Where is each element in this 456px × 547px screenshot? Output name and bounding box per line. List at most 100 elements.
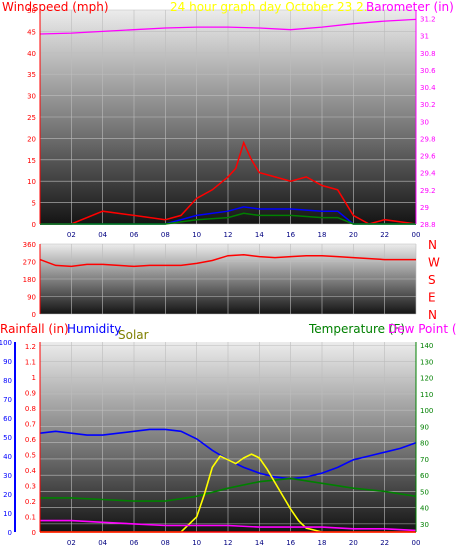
wind-series-line [40, 140, 417, 225]
temperature-tick-label: 30 [420, 521, 429, 529]
wind-x-tick-label: 16 [286, 231, 295, 239]
humidity-tick-label: 90 [3, 358, 12, 366]
rainfall-tick-label: 0.7 [25, 420, 36, 428]
humidity-tick-label: 50 [3, 434, 12, 442]
rainfall-tick-label: 0.8 [25, 405, 36, 413]
rainfall-tick-label: 0.6 [25, 436, 37, 444]
temperature-axis-ticks: 30 40 50 60 70 80 90 100 110 120 130 140 [415, 342, 433, 532]
wind-x-tick-label: 14 [255, 231, 264, 239]
windspeed-tick-label: 10 [27, 178, 36, 186]
barometer-tick-label: 30.6 [420, 67, 436, 75]
direction-degree-label: 180 [23, 276, 36, 284]
direction-degree-label: 90 [27, 294, 36, 302]
barometer-tick-label: 29.2 [420, 187, 436, 195]
rain-x-tick-label: 12 [224, 539, 233, 547]
barometer-tick-label: 30.4 [420, 84, 436, 92]
rain-x-tick-label: 00 [412, 539, 421, 547]
rain-x-tick-label: 18 [318, 539, 327, 547]
rainfall-axis-label: Rainfall (in) [0, 322, 69, 336]
barometer-axis-label: Barometer (in) [366, 0, 454, 14]
humidity-tick-label: 30 [3, 472, 12, 480]
direction-degree-label: 270 [23, 259, 36, 267]
rain-series-line [40, 519, 417, 532]
temperature-tick-label: 40 [420, 505, 429, 513]
humidity-axis-ticks: 0 10 20 30 40 50 60 70 80 90 100 [0, 339, 16, 537]
temperature-tick-label: 80 [420, 440, 429, 448]
wind-x-axis-ticks: 02 04 06 08 10 12 14 16 18 20 22 00 [67, 231, 421, 239]
rainfall-tick-label: 0 [32, 529, 36, 537]
rain-x-tick-label: 04 [98, 539, 107, 547]
temperature-tick-label: 120 [420, 375, 433, 383]
wind-x-tick-label: 20 [349, 231, 358, 239]
chart-title: 24 hour graph day October 23 2... [170, 0, 376, 14]
solar-axis-label: Solar [118, 328, 149, 342]
rain-x-tick-label: 16 [286, 539, 295, 547]
rain-x-tick-label: 02 [67, 539, 76, 547]
temperature-tick-label: 90 [420, 423, 429, 431]
wind-series-line [39, 18, 417, 35]
rainfall-tick-label: 0.1 [25, 513, 36, 521]
rain-x-tick-label: 14 [255, 539, 264, 547]
temperature-tick-label: 50 [420, 488, 429, 496]
humidity-tick-label: 60 [3, 415, 12, 423]
rainfall-tick-label: 1 [32, 374, 36, 382]
wind-grid [39, 9, 417, 225]
barometer-tick-label: 30.2 [420, 101, 436, 109]
windspeed-tick-label: 30 [27, 93, 36, 101]
rainfall-tick-label: 0.3 [25, 482, 36, 490]
rain-series-line [40, 453, 416, 533]
wind-series-line [40, 206, 416, 225]
direction-series-line [39, 253, 416, 268]
humidity-axis-label: Humidity [67, 322, 122, 336]
temperature-tick-label: 100 [420, 407, 433, 415]
temperature-axis-label: Temperature (F) [309, 322, 406, 336]
direction-degree-label: 0 [32, 311, 36, 319]
direction-compass-label: W [428, 256, 440, 270]
barometer-tick-label: 31 [420, 33, 429, 41]
temperature-tick-label: 140 [420, 342, 433, 350]
direction-degree-label: 360 [23, 241, 36, 249]
wind-x-tick-label: 10 [192, 231, 201, 239]
wind-x-tick-label: 04 [98, 231, 107, 239]
temperature-tick-label: 70 [420, 456, 429, 464]
humidity-tick-label: 100 [0, 339, 12, 347]
rain-x-tick-label: 22 [380, 539, 389, 547]
rainfall-tick-label: 0.4 [25, 467, 37, 475]
rainfall-tick-label: 0.2 [25, 498, 36, 506]
windspeed-tick-label: 25 [27, 114, 36, 122]
direction-compass-label: N [428, 238, 437, 252]
barometer-tick-label: 30 [420, 118, 429, 126]
rainfall-tick-label: 1.2 [25, 343, 36, 351]
barometer-axis-ticks: 28.8 29 29.2 29.4 29.6 29.8 30 30.2 30.4 30.6 30.8… [415, 10, 436, 229]
direction-compass-label: E [428, 291, 436, 305]
dewpoint-axis-label: Dew Point ( [388, 322, 456, 336]
temperature-tick-label: 130 [420, 358, 433, 366]
barometer-tick-label: 29 [420, 204, 429, 212]
barometer-tick-label: 29.4 [420, 170, 436, 178]
barometer-tick-label: 30.8 [420, 50, 436, 58]
rain-x-tick-label: 20 [349, 539, 358, 547]
barometer-tick-label: 29.6 [420, 153, 436, 161]
windspeed-tick-label: 15 [27, 157, 36, 165]
humidity-tick-label: 0 [8, 529, 12, 537]
direction-compass-label: S [428, 273, 436, 287]
windspeed-tick-label: 5 [32, 200, 36, 208]
rainfall-tick-label: 0.5 [25, 451, 36, 459]
temperature-tick-label: 110 [420, 391, 433, 399]
rain-series [39, 428, 417, 533]
wind-x-tick-label: 18 [318, 231, 327, 239]
wind-series-line [40, 212, 416, 225]
rainfall-axis-ticks: 0 0.1 0.2 0.3 0.4 0.5 0.6 0.7 0.8 0.9 1 1.1 1.2 [25, 342, 41, 537]
wind-x-tick-label: 02 [67, 231, 76, 239]
wind-series [39, 18, 417, 225]
windspeed-axis-ticks: 0 5 10 15 20 25 30 35 40 45 50 [27, 7, 41, 229]
rain-x-axis-ticks: 02 04 06 08 10 12 14 16 18 20 22 00 [67, 539, 421, 547]
windspeed-axis-label: Windspeed (mph) [2, 0, 109, 14]
barometer-tick-label: 31.2 [420, 16, 436, 24]
humidity-tick-label: 40 [3, 453, 12, 461]
wind-x-tick-label: 22 [380, 231, 389, 239]
wind-x-tick-label: 08 [161, 231, 170, 239]
direction-degree-ticks: 0 90 180 270 360 [23, 241, 41, 319]
